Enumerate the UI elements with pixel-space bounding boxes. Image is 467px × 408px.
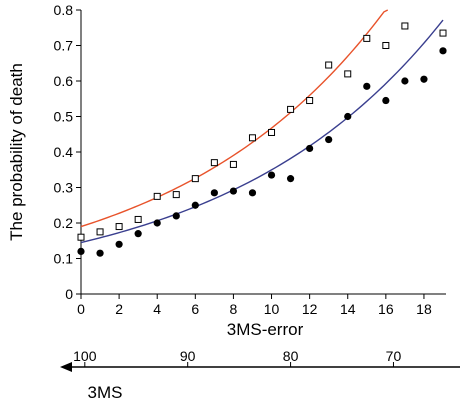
data-point-circle	[134, 230, 142, 238]
data-point-circle	[210, 189, 218, 197]
data-point-square	[115, 223, 123, 231]
data-point-square	[229, 160, 237, 168]
secondary-tick-label: 90	[180, 348, 196, 364]
y-tick-label: 0.5	[54, 109, 74, 125]
data-point-square	[134, 215, 142, 223]
data-points	[77, 22, 447, 257]
fit-curve-lower	[80, 19, 444, 244]
x-tick-label: 10	[264, 301, 280, 317]
data-point-square	[401, 22, 409, 30]
data-point-circle	[420, 75, 428, 83]
secondary-tick-label: 70	[386, 348, 402, 364]
x-tick-label: 12	[302, 301, 318, 317]
data-point-circle	[344, 112, 352, 121]
y-tick-label: 0.1	[54, 251, 74, 267]
fit-curve-upper	[80, 9, 389, 228]
data-point-circle	[115, 240, 123, 248]
x-tick-label: 6	[191, 301, 199, 317]
x-tick-label: 2	[115, 301, 123, 317]
data-point-square	[96, 228, 104, 236]
data-point-square	[210, 159, 218, 167]
data-point-square	[172, 191, 180, 199]
data-point-square	[344, 70, 352, 78]
secondary-tick-label: 80	[283, 348, 299, 364]
data-point-circle	[172, 212, 180, 220]
secondary-axis-arrowhead	[60, 362, 72, 372]
data-point-square	[382, 42, 390, 49]
data-point-square	[439, 29, 447, 37]
y-tick-label: 0.2	[54, 215, 74, 231]
data-point-circle	[363, 82, 371, 90]
x-tick-label: 14	[340, 301, 356, 317]
x-tick-label: 8	[230, 301, 238, 317]
x-tick-label: 0	[77, 301, 85, 317]
data-point-square	[306, 97, 314, 105]
y-tick-label: 0.3	[54, 180, 74, 196]
data-point-circle	[229, 187, 238, 195]
data-point-circle	[96, 249, 104, 257]
data-point-circle	[382, 96, 390, 105]
data-point-square	[153, 192, 161, 200]
x-tick-label: 18	[416, 301, 432, 317]
y-tick-label: 0.6	[54, 73, 74, 89]
y-axis-ticks: 0 0.1 0.2 0.3 0.4 0.5 0.6 0.7 0.8	[54, 2, 81, 302]
data-point-circle	[267, 171, 276, 179]
data-point-circle	[306, 144, 314, 153]
data-point-square	[325, 61, 333, 69]
data-point-square	[191, 175, 199, 183]
x-tick-label: 16	[378, 301, 394, 317]
x-axis-ticks: 0 2 4 6 8 10 12 14 16 18	[77, 294, 432, 317]
secondary-axis-title: 3MS	[88, 383, 123, 402]
data-point-circle	[77, 247, 85, 255]
y-tick-label: 0.7	[54, 38, 74, 54]
secondary-axis: 10090807060 3MS	[60, 348, 460, 402]
secondary-tick-label: 100	[73, 348, 97, 364]
y-tick-label: 0.4	[54, 144, 74, 160]
data-point-circle	[325, 135, 333, 144]
data-point-circle	[401, 77, 409, 85]
data-point-circle	[191, 201, 199, 209]
data-point-circle	[286, 175, 295, 183]
y-tick-label: 0	[65, 286, 73, 302]
data-point-square	[268, 128, 276, 136]
data-point-circle	[153, 219, 161, 227]
data-point-square	[77, 233, 85, 241]
plot-area: 0 0.1 0.2 0.3 0.4 0.5 0.6 0.7 0.8 0 2 4 6 8 10 12 14 16 1…	[54, 2, 447, 317]
fit-curves	[80, 9, 444, 244]
y-axis-title: The probability of death	[7, 63, 26, 241]
data-point-square	[248, 134, 256, 142]
data-point-circle	[248, 189, 257, 197]
y-tick-label: 0.8	[54, 2, 74, 18]
secondary-axis-ticks: 10090807060	[73, 348, 402, 367]
data-point-square	[363, 34, 371, 42]
data-point-square	[287, 105, 295, 113]
x-axis-title: 3MS-error	[227, 320, 304, 339]
x-tick-label: 4	[153, 301, 161, 317]
data-point-circle	[439, 47, 447, 55]
